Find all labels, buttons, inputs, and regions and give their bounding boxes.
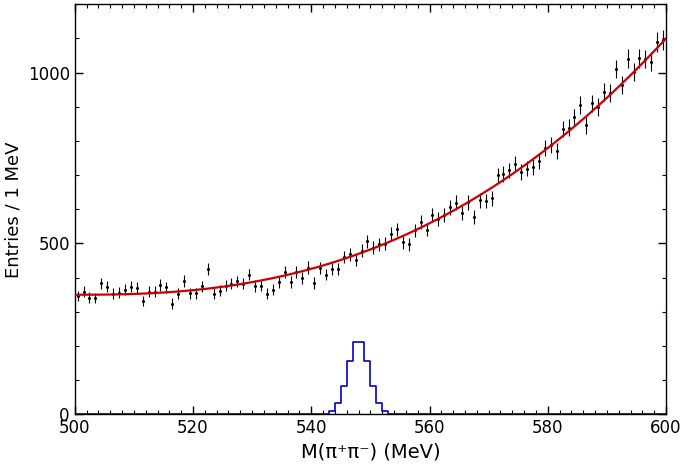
X-axis label: M(π⁺π⁻) (MeV): M(π⁺π⁻) (MeV): [300, 443, 440, 462]
Y-axis label: Entries / 1 MeV: Entries / 1 MeV: [4, 141, 22, 278]
